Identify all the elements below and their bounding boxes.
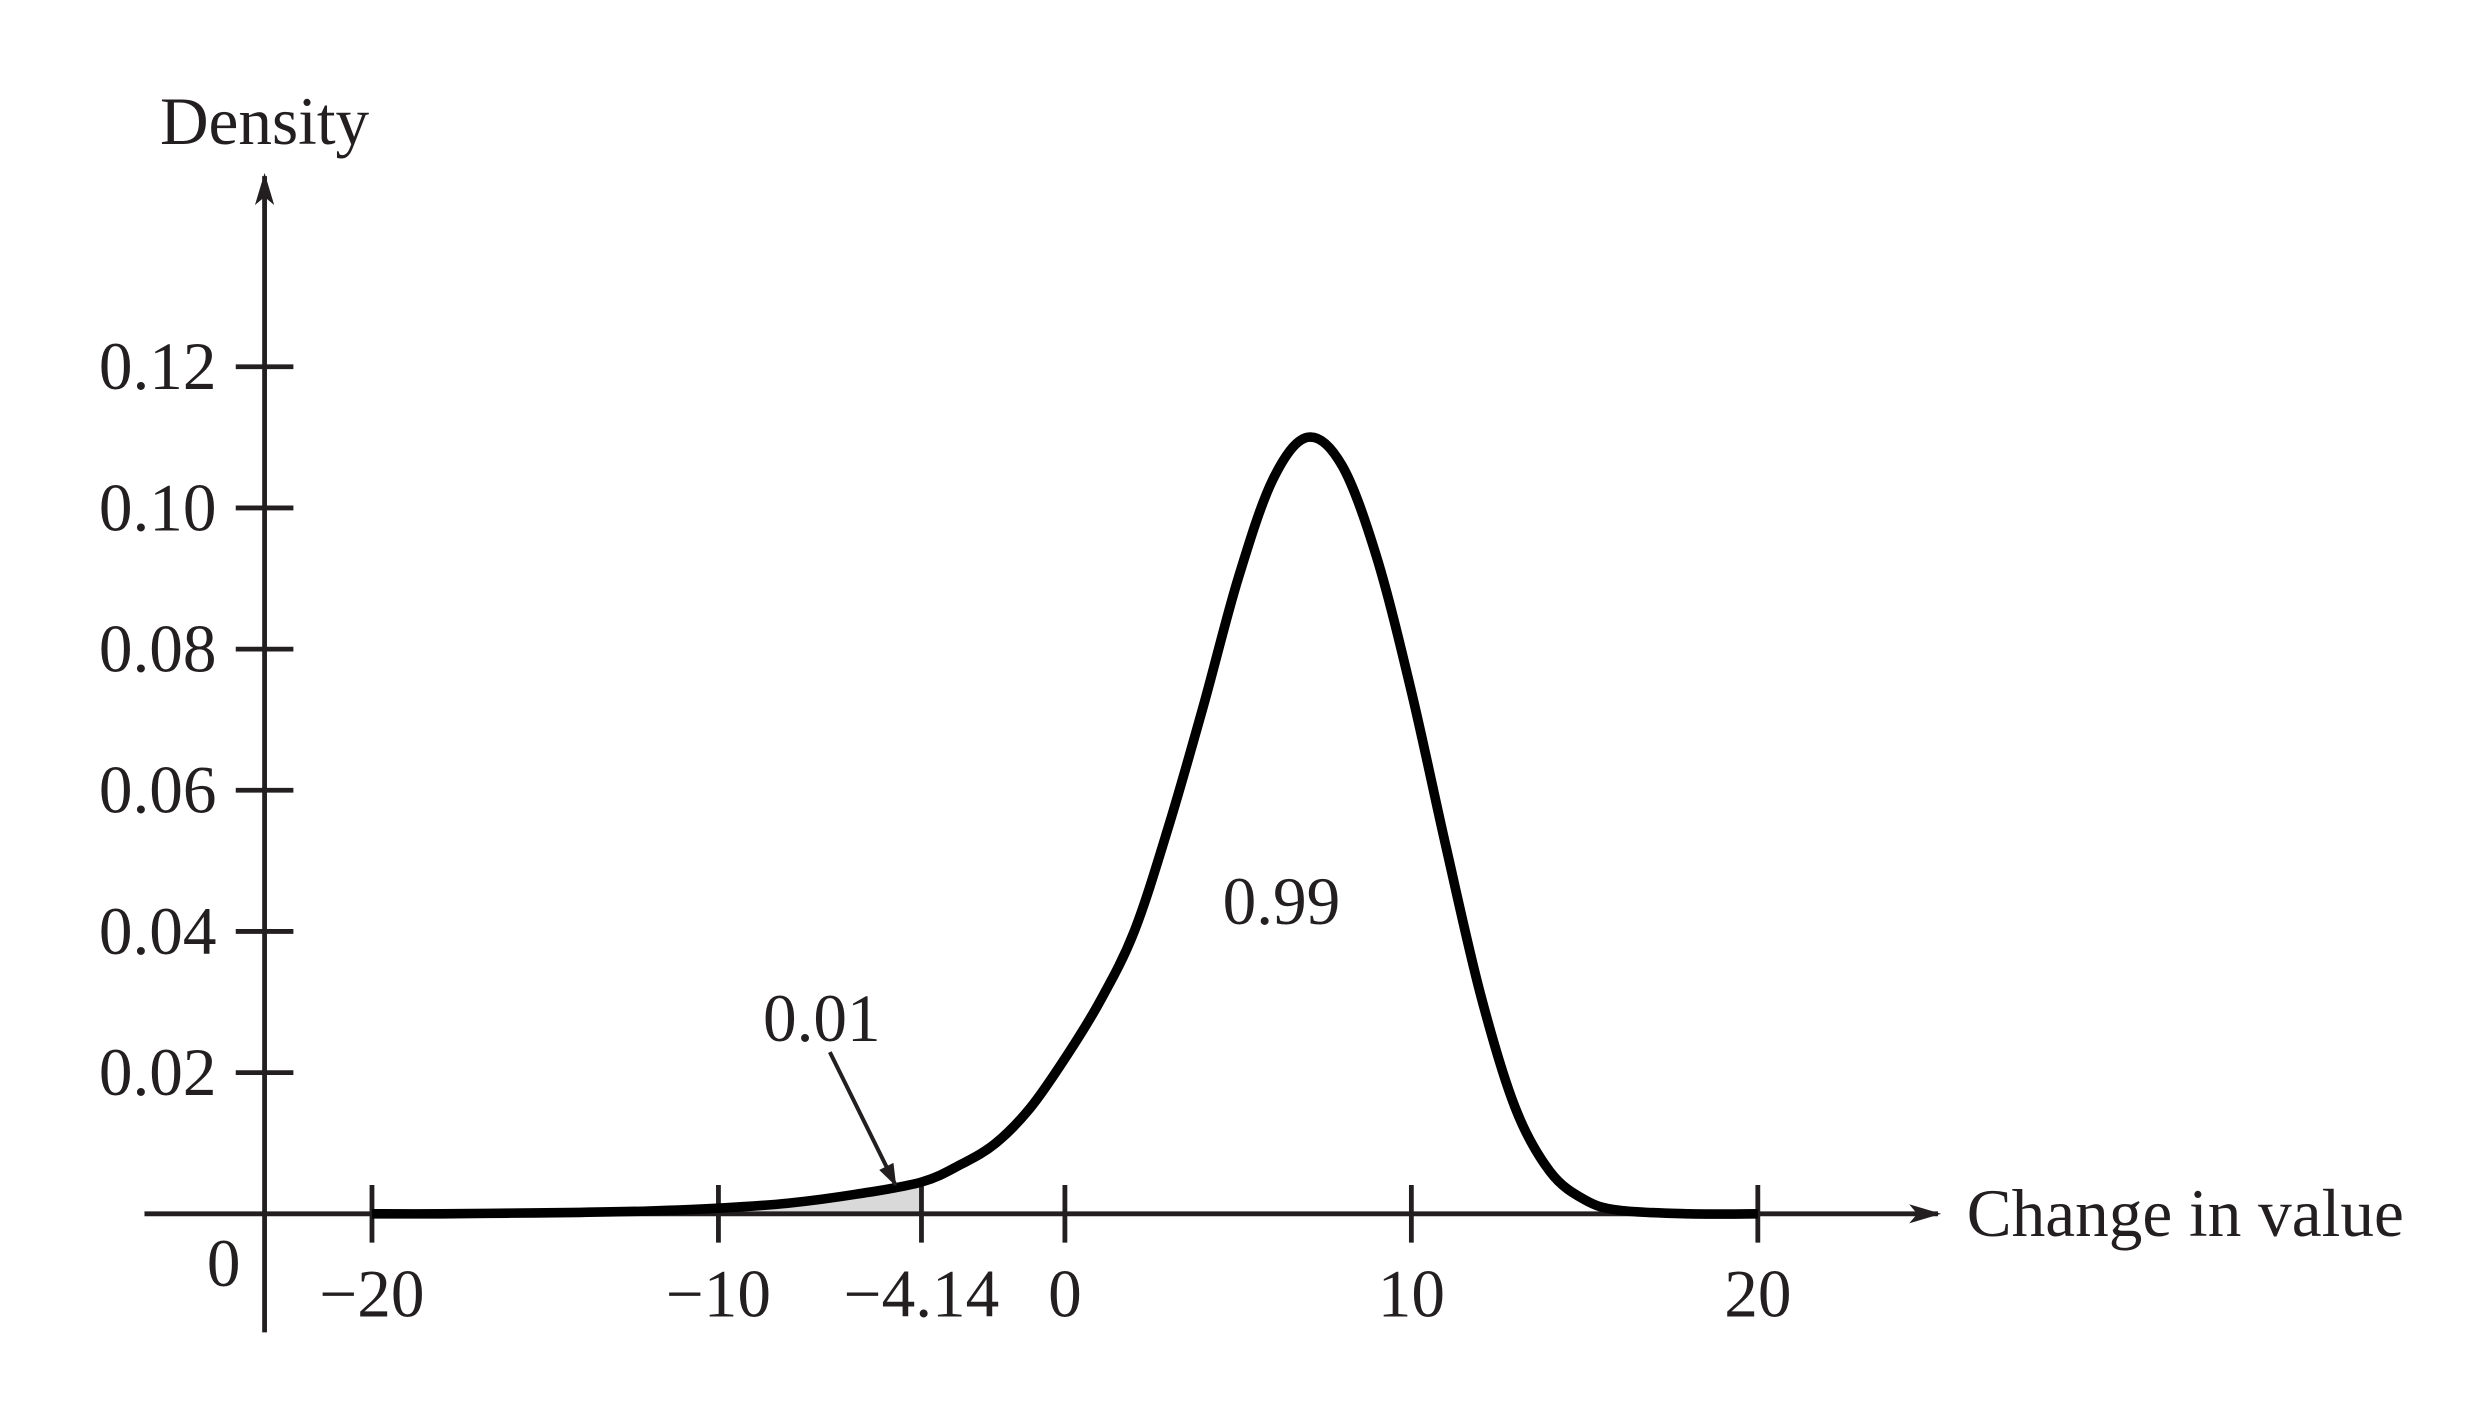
- y-tick-label: 0.06: [99, 753, 217, 828]
- x-tick-label: −10: [666, 1256, 771, 1331]
- area-label: 0.99: [1223, 864, 1341, 939]
- y-tick-label: 0.08: [99, 612, 217, 687]
- x-tick-label: 0: [1048, 1256, 1082, 1331]
- x-tick-label: 10: [1378, 1256, 1445, 1331]
- x-axis-label: Change in value: [1967, 1176, 2404, 1251]
- density-curve: [371, 432, 1758, 1219]
- x-tick-label: −20: [319, 1256, 424, 1331]
- annotation-arrow: [828, 1051, 898, 1187]
- x-tick-label: −4.14: [844, 1256, 1000, 1331]
- y-tick-label: 0.12: [99, 329, 217, 404]
- y-tick-label: 0.04: [99, 894, 217, 969]
- y-tick-label: 0.10: [99, 470, 217, 545]
- area-label: 0.01: [763, 981, 881, 1056]
- y-tick-label: 0.02: [99, 1035, 217, 1110]
- y-tick-label: 0: [207, 1226, 241, 1301]
- y-axis-label: Density: [160, 84, 370, 159]
- x-tick-label: 20: [1724, 1256, 1791, 1331]
